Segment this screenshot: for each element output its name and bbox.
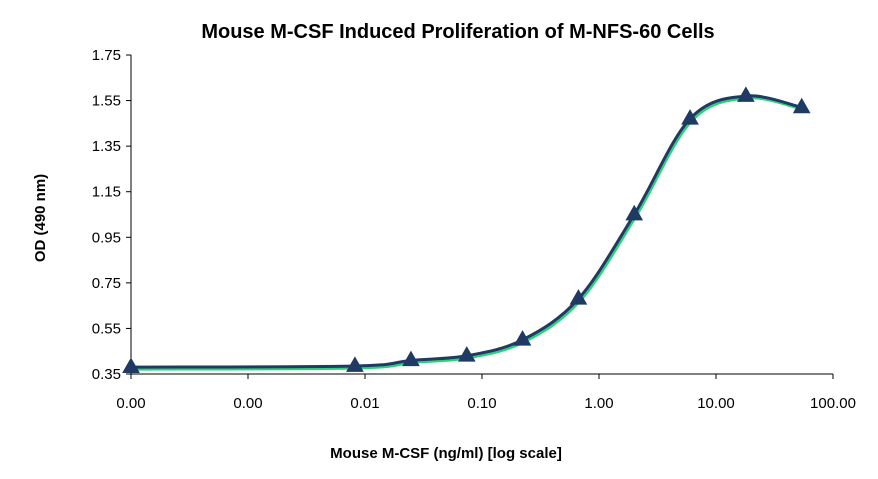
x-tick-label: 0.10 — [467, 395, 496, 412]
y-axis-label: OD (490 nm) — [32, 174, 49, 262]
data-point-marker — [737, 86, 755, 102]
ticks: 0.35 0.55 0.75 0.95 1.15 1.35 1.55 1.75 0.00 0.00… — [92, 47, 856, 412]
data-point-marker — [402, 350, 420, 367]
data-point-marker — [457, 346, 476, 362]
series-line-shadow — [132, 96, 804, 371]
y-tick-label: 0.75 — [92, 275, 121, 292]
data-point-marker — [625, 204, 644, 221]
data-point-marker — [122, 357, 140, 373]
data-point-marker — [681, 109, 699, 125]
data-point-marker — [792, 97, 811, 114]
axes — [130, 55, 833, 375]
chart-title: Mouse M-CSF Induced Proliferation of M-N… — [201, 21, 714, 43]
series-line — [130, 94, 803, 369]
x-tick-label: 0.00 — [233, 395, 262, 412]
y-tick-label: 1.55 — [92, 93, 121, 110]
data-point-marker — [569, 289, 588, 305]
y-tick-label: 1.75 — [92, 47, 121, 64]
x-tick-label: 10.00 — [697, 395, 735, 412]
y-tick-label: 1.35 — [92, 138, 121, 155]
series-layer — [130, 94, 804, 371]
y-tick-label: 0.35 — [92, 366, 121, 383]
x-tick-label: 1.00 — [584, 395, 613, 412]
y-tick-label: 1.15 — [92, 184, 121, 201]
y-tick-label: 0.95 — [92, 229, 121, 246]
x-tick-label: 0.01 — [350, 395, 379, 412]
data-point-marker — [513, 330, 532, 346]
x-axis-label: Mouse M-CSF (ng/ml) [log scale] — [330, 445, 562, 462]
data-point-marker — [346, 356, 364, 372]
markers — [122, 86, 811, 373]
y-tick-label: 0.55 — [92, 320, 121, 337]
x-tick-label: 0.00 — [116, 395, 145, 412]
x-tick-label: 100.00 — [810, 395, 856, 412]
